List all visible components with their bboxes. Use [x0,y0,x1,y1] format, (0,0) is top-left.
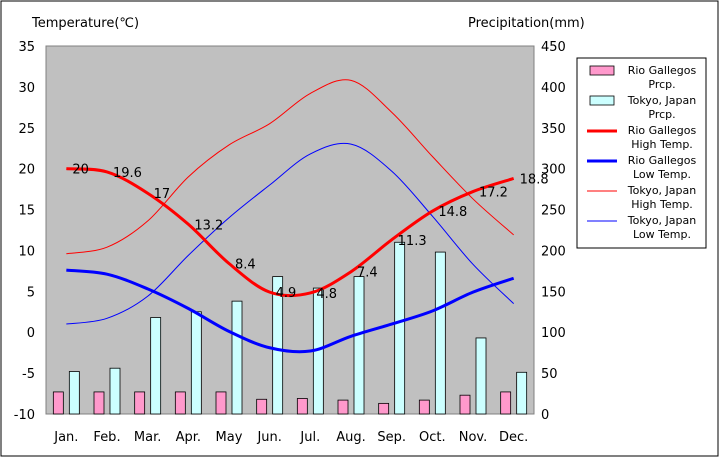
x-tick-label: Apr. [176,430,201,445]
bar-tokyo-2 [150,317,162,415]
y-right-tick-label: 450 [541,40,566,55]
legend-swatch-tokyo-prcp [589,95,615,106]
y-right-tick-label: 400 [541,81,566,96]
line-tokyo-low [66,142,515,325]
line-rio-gallegos-low [66,268,515,354]
bar-rio-gallegos-5 [256,398,268,415]
legend-label: Rio Gallegos [628,154,697,167]
data-label-high-5: 4.9 [276,286,297,301]
data-label-high-3: 13.2 [194,218,223,233]
y-right-axis-title: Precipitation(mm) [468,16,585,31]
x-tick-label: Jul. [299,430,320,445]
x-tick-label: Mar. [134,430,161,445]
bar-rio-gallegos-4 [215,391,227,415]
y-left-tick-label: 25 [18,122,35,137]
legend-label: Tokyo, Japan [627,94,696,107]
x-tick-label: Aug. [336,430,366,445]
legend-swatch-rio-prcp [589,65,615,76]
bar-rio-gallegos-9 [418,399,430,415]
line-tokyo-high [66,79,514,255]
data-label-high-6: 4.8 [316,287,337,302]
line-rio-gallegos-high [66,167,515,298]
x-tick-label: Feb. [93,430,120,445]
data-label-high-11: 18.8 [520,172,549,187]
legend-label: Rio Gallegos [628,64,697,77]
data-label-high-4: 8.4 [235,258,256,273]
legend-label: Rio Gallegos [628,124,697,137]
y-left-tick-label: -5 [22,367,35,382]
data-labels: 20 19.6 17 13.2 8.4 4.9 4.8 7.4 11.3 14.8 17.2 18.8 [72,163,548,302]
x-tick-label: Jun. [256,430,281,445]
bar-tokyo-9 [434,251,446,415]
legend-label: Prcp. [648,108,675,121]
y-left-tick-label: 20 [18,163,35,178]
y-right-tick-label: 250 [541,204,566,219]
y-right-ticks: 450 400 350 300 250 200 150 100 50 0 [541,40,566,423]
y-right-tick-label: 200 [541,244,566,259]
y-left-tick-label: -10 [14,408,35,423]
y-left-tick-label: 5 [27,285,35,300]
y-left-tick-label: 0 [27,326,35,341]
bar-rio-gallegos-6 [296,398,308,415]
bar-tokyo-1 [109,367,121,415]
y-right-tick-label: 100 [541,326,566,341]
bar-rio-gallegos-8 [378,402,390,415]
data-label-high-10: 17.2 [479,186,508,201]
bar-rio-gallegos-11 [500,391,512,415]
x-tick-label: Dec. [499,430,528,445]
bar-tokyo-4 [231,300,243,415]
y-left-tick-label: 30 [18,81,35,96]
legend-label: Low Temp. [633,228,691,241]
line-layer [66,79,515,354]
y-left-axis-title: Temperature(℃) [31,16,139,31]
x-ticks: Jan. Feb. Mar. Apr. May Jun. Jul. Aug. Sep. Oct. N… [53,430,528,445]
legend-box [576,57,707,249]
data-label-high-0: 20 [72,163,89,178]
y-left-ticks: 35 30 25 20 15 10 5 0 -5 -10 [14,40,35,423]
y-left-tick-label: 15 [18,204,35,219]
legend-label: Tokyo, Japan [627,214,696,227]
legend-label: Prcp. [648,78,675,91]
x-tick-label: Sep. [377,430,406,445]
bar-tokyo-0 [68,371,80,415]
bar-rio-gallegos-1 [93,391,105,415]
data-label-high-7: 7.4 [357,266,378,281]
y-left-tick-label: 10 [18,244,35,259]
bar-tokyo-3 [190,311,202,415]
legend-label: Tokyo, Japan [627,184,696,197]
y-right-tick-label: 300 [541,163,566,178]
y-right-tick-label: 350 [541,122,566,137]
bar-rio-gallegos-3 [174,391,186,415]
bar-tokyo-7 [353,276,365,415]
bar-rio-gallegos-7 [337,399,349,415]
data-label-high-9: 14.8 [438,205,467,220]
y-right-tick-label: 150 [541,285,566,300]
legend-label: Low Temp. [633,168,691,181]
y-right-tick-label: 50 [541,367,558,382]
x-tick-label: Jan. [53,430,78,445]
data-label-high-2: 17 [154,187,171,202]
bar-tokyo-10 [475,337,487,415]
legend-label: High Temp. [631,138,693,151]
data-label-high-1: 19.6 [113,166,142,181]
bar-tokyo-11 [516,371,528,415]
bar-tokyo-8 [394,241,406,415]
bar-rio-gallegos-0 [52,391,64,415]
bar-rio-gallegos-10 [459,394,471,415]
y-left-tick-label: 35 [18,40,35,55]
x-tick-label: May [216,430,243,445]
x-tick-label: Nov. [459,430,488,445]
data-label-high-8: 11.3 [398,234,427,249]
plot-area [45,45,535,415]
y-right-tick-label: 0 [541,408,549,423]
bar-tokyo-5 [272,276,284,415]
bar-layer [52,241,528,415]
legend-label: High Temp. [631,198,693,211]
x-tick-label: Oct. [419,430,446,445]
bar-rio-gallegos-2 [134,391,146,415]
